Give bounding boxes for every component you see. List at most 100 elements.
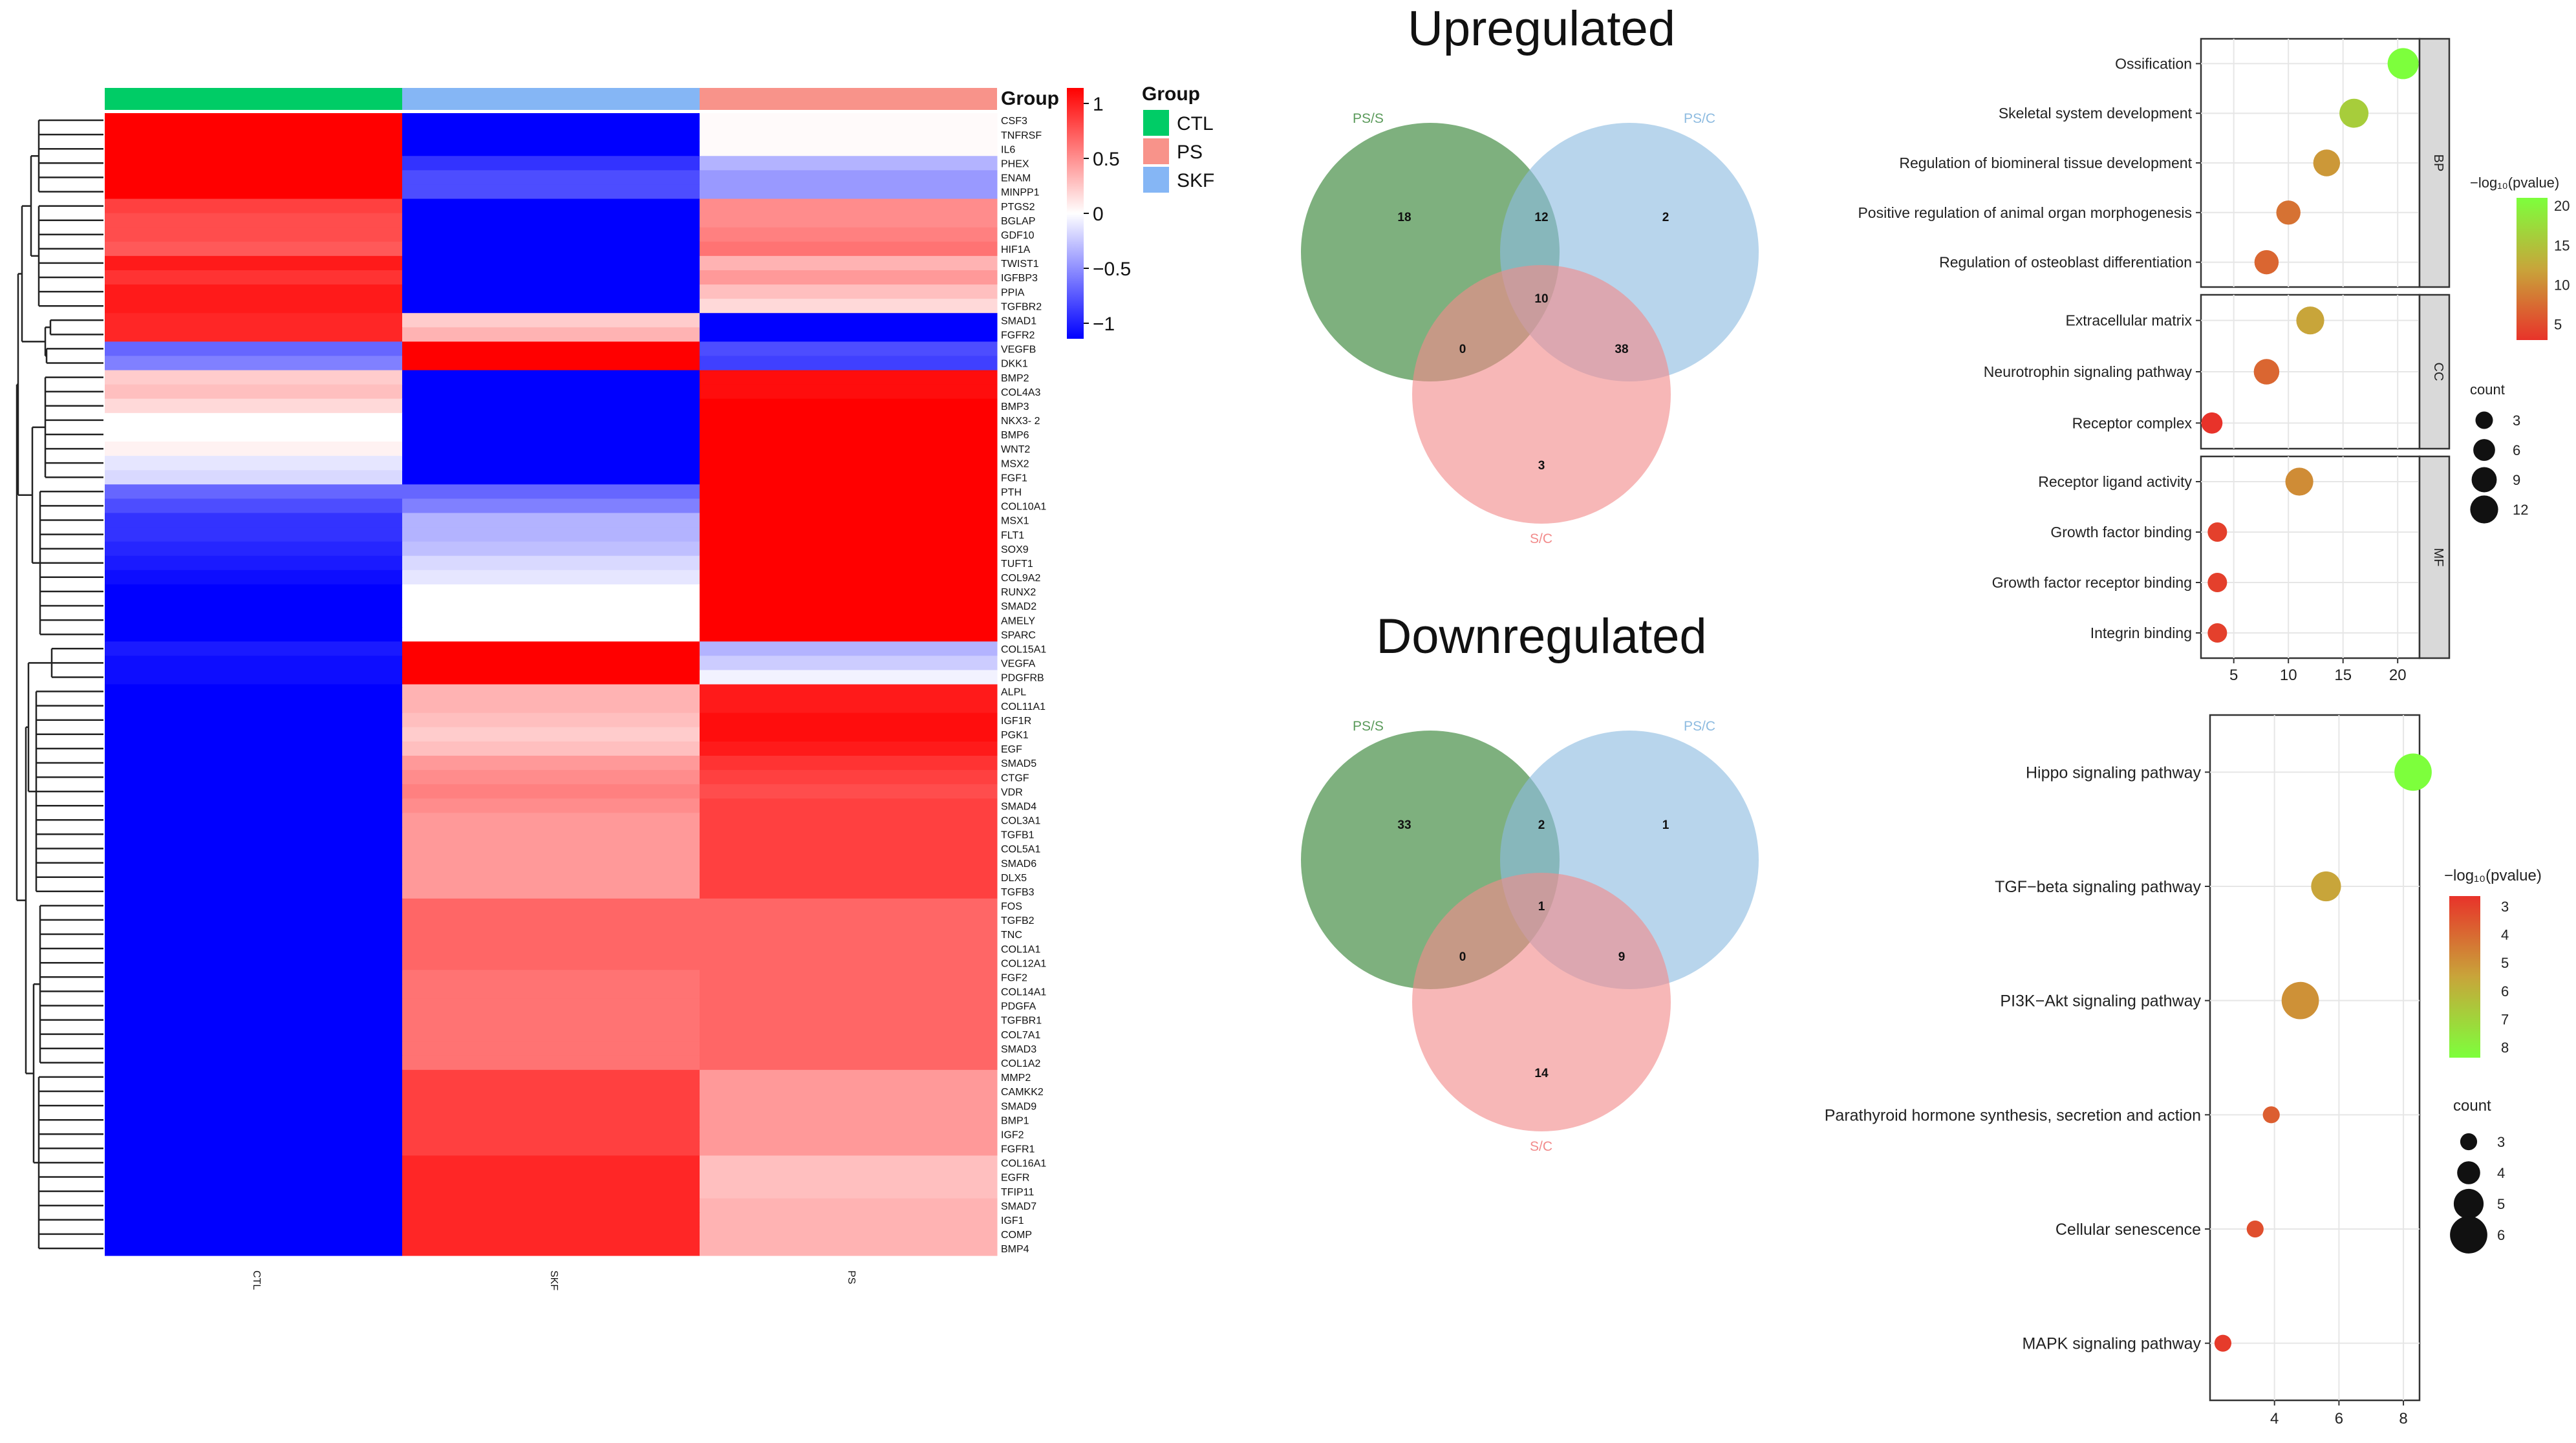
heatmap-cell	[700, 698, 998, 714]
kegg-color-tick-label: 6	[2501, 983, 2509, 999]
gene-label: IGF1R	[1001, 716, 1031, 727]
go-facet-label: CC	[2431, 363, 2445, 381]
heatmap-cell	[402, 113, 700, 128]
heatmap-cell	[105, 855, 403, 871]
venn-region-count: 14	[1534, 1067, 1549, 1080]
gene-label: GDF10	[1001, 230, 1035, 241]
heatmap-cell	[700, 841, 998, 857]
heatmap-cell	[105, 570, 403, 585]
go-size-key	[2470, 495, 2498, 524]
heatmap-cell	[402, 270, 700, 285]
heatmap-cell	[700, 598, 998, 614]
gene-label: SMAD9	[1001, 1101, 1036, 1112]
heatmap-cell	[700, 1226, 998, 1242]
heatmap-cell	[700, 284, 998, 299]
venn-region-count: 0	[1459, 950, 1466, 964]
gene-label: COL15A1	[1001, 644, 1046, 655]
heatmap-cell	[105, 313, 403, 328]
heatmap-cell	[402, 456, 700, 471]
heatmap-cell	[402, 884, 700, 899]
heatmap-cell	[105, 1069, 403, 1085]
kegg-size-label: 6	[2497, 1227, 2505, 1243]
heatmap-cell	[105, 684, 403, 700]
heatmap-cell	[700, 470, 998, 485]
gene-label: EGF	[1001, 744, 1022, 755]
heatmap-cell	[105, 1055, 403, 1071]
heatmap-cell	[402, 898, 700, 914]
heatmap-cell	[105, 1198, 403, 1213]
heatmap-cell	[402, 427, 700, 442]
go-term-label: Regulation of osteoblast differentiation	[1939, 254, 2192, 271]
kegg-size-key	[2450, 1216, 2487, 1254]
kegg-term-label: Cellular senescence	[2055, 1221, 2201, 1239]
gene-label: PGK1	[1001, 730, 1029, 741]
go-dot	[2339, 98, 2369, 128]
heatmap-cell	[700, 855, 998, 871]
gene-label: HIF1A	[1001, 244, 1031, 255]
kegg-x-tick-label: 6	[2335, 1410, 2343, 1427]
heatmap-cell	[105, 1226, 403, 1242]
kegg-size-key	[2453, 1188, 2484, 1219]
gene-label: FGFR1	[1001, 1144, 1035, 1155]
gene-label: IGF2	[1001, 1129, 1024, 1140]
heatmap-cell	[105, 555, 403, 571]
row-dendrogram	[16, 119, 103, 1250]
heatmap-cell	[105, 198, 403, 214]
heatmap-cell	[402, 1084, 700, 1099]
group-legend-key-skf	[1143, 167, 1169, 193]
go-term-label: Neurotrophin signaling pathway	[1984, 363, 2193, 380]
heatmap-cell	[700, 1241, 998, 1256]
heatmap-cell	[402, 1141, 700, 1156]
go-color-tick-label: 15	[2554, 237, 2570, 253]
dendrogram-branches	[16, 119, 103, 1250]
heatmap-cell	[402, 584, 700, 599]
heatmap-cell	[105, 970, 403, 985]
venn-set-label: PS/C	[1684, 719, 1715, 734]
gene-label: DLX5	[1001, 873, 1027, 884]
gene-label: MMP2	[1001, 1073, 1031, 1084]
heatmap-cell	[105, 941, 403, 956]
gene-label: FOS	[1001, 901, 1022, 912]
heatmap-cell	[700, 127, 998, 142]
gene-label: BMP1	[1001, 1115, 1029, 1126]
heatmap-cell	[402, 784, 700, 799]
gene-label: COL1A2	[1001, 1058, 1040, 1069]
heatmap-cell	[402, 470, 700, 485]
gene-label: SMAD7	[1001, 1201, 1036, 1212]
heatmap-cell	[105, 1098, 403, 1113]
heatmap-cell	[402, 855, 700, 871]
heatmap-cell	[105, 1184, 403, 1199]
heatmap-cell	[700, 241, 998, 257]
gene-label: SOX9	[1001, 544, 1029, 555]
heatmap-cell	[105, 613, 403, 628]
go-color-scale-bar	[2517, 198, 2548, 340]
gene-label: TUFT1	[1001, 559, 1033, 570]
heatmap-cell	[700, 1041, 998, 1056]
go-dot	[2207, 623, 2227, 643]
go-dot	[2296, 306, 2324, 335]
venn-region-count: 1	[1538, 900, 1545, 914]
heatmap-cell	[105, 113, 403, 128]
go-x-tick-label: 20	[2389, 667, 2407, 684]
group-legend-label: CTL	[1177, 113, 1214, 134]
heatmap-cell	[402, 241, 700, 257]
heatmap-cell	[700, 255, 998, 271]
gene-label: PTGS2	[1001, 202, 1035, 213]
heatmap-cell	[402, 755, 700, 771]
group-legend-key-ps	[1143, 138, 1169, 164]
gene-label: CSF3	[1001, 116, 1027, 127]
gene-label: AMELY	[1001, 615, 1035, 626]
gene-label: SMAD6	[1001, 859, 1036, 870]
heatmap-cell	[402, 255, 700, 271]
gene-label: EGFR	[1001, 1173, 1029, 1184]
gene-label: IGFBP3	[1001, 273, 1038, 284]
heatmap-cell	[105, 584, 403, 599]
heatmap-cell	[402, 341, 700, 357]
heatmap-cell	[700, 398, 998, 414]
heatmap-cell	[105, 1041, 403, 1056]
heatmap-cell	[402, 1098, 700, 1113]
heatmap-cell	[105, 1241, 403, 1256]
heatmap-cell	[700, 384, 998, 400]
heatmap-cell	[105, 456, 403, 471]
gene-label: COMP	[1001, 1230, 1032, 1241]
